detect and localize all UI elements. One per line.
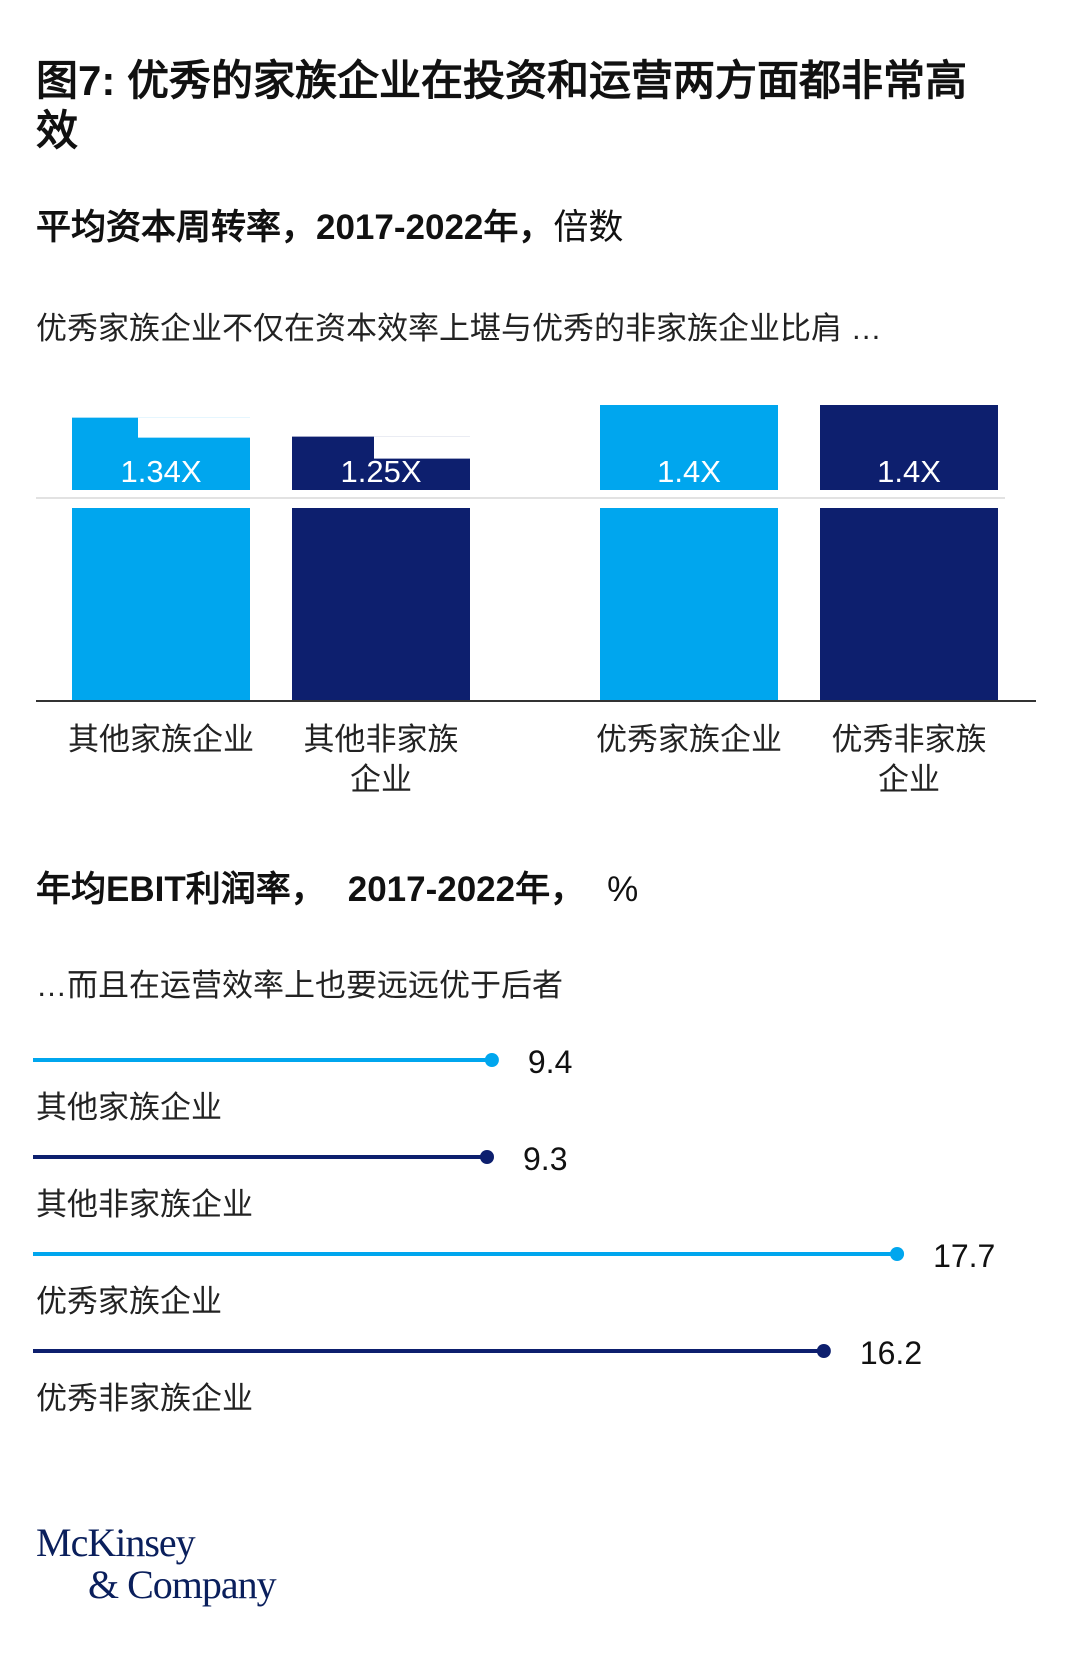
lollipop-row-4: 16.2 优秀非家族企业 <box>33 1335 922 1416</box>
bar-chart-title: 平均资本周转率，2017-2022年，倍数 <box>36 206 623 250</box>
bar-4-value-label: 1.4X <box>877 454 941 489</box>
lollipop-1-point <box>484 1053 499 1067</box>
lollipop-row-2: 9.3 其他非家族企业 <box>33 1141 567 1222</box>
bar-4-bottom-segment <box>820 508 998 700</box>
bar-1-bottom-segment <box>72 508 250 700</box>
lollipop-2-category-label: 其他非家族企业 <box>36 1187 253 1222</box>
lollipop-4-point <box>816 1344 831 1358</box>
lollipop-chart-title-text: 年均EBIT利润率， <box>36 870 326 909</box>
x-tick-label-1-line-1: 其他家族企业 <box>68 722 254 757</box>
ebit-margin-lollipop-chart: 9.4 其他家族企业 9.3 其他非家族企业 17.7 优秀家族企业 16.2 优秀非家族企业 <box>33 1044 995 1416</box>
bar-1: 1.34X <box>72 417 250 700</box>
lollipop-2-point <box>480 1150 494 1164</box>
bar-chart-subtitle: 优秀家族企业不仅在资本效率上堪与优秀的非家族企业比肩 … <box>36 311 882 346</box>
lollipop-row-3: 17.7 优秀家族企业 <box>33 1238 995 1319</box>
lollipop-4-value-label: 16.2 <box>860 1335 922 1371</box>
lollipop-chart-title: 年均EBIT利润率， 2017-2022年，% <box>36 868 638 912</box>
x-tick-label-2-line-2: 企业 <box>350 762 412 797</box>
lollipop-chart-subtitle: …而且在运营效率上也要远远优于后者 <box>36 968 563 1003</box>
bar-4: 1.4X <box>820 405 998 700</box>
logo-line-2: & Company <box>88 1562 277 1607</box>
lollipop-3-point <box>890 1247 905 1261</box>
bar-2-bottom-segment <box>292 508 470 700</box>
lollipop-chart-years: 2017-2022年， <box>347 870 586 909</box>
bar-2-notch <box>374 436 470 459</box>
bar-3-top-segment <box>600 405 778 490</box>
lollipop-chart-unit: % <box>607 870 639 909</box>
bar-4-top-segment <box>820 405 998 490</box>
x-tick-label-3-line-1: 优秀家族企业 <box>596 722 782 757</box>
x-tick-label-4-line-2: 企业 <box>878 762 940 797</box>
bar-2-value-label: 1.25X <box>340 454 421 489</box>
lollipop-2-value-label: 9.3 <box>523 1141 567 1177</box>
x-tick-label-2-line-1: 其他非家族 <box>304 722 459 757</box>
lollipop-1-category-label: 其他家族企业 <box>36 1090 222 1125</box>
bar-1-notch <box>138 417 250 438</box>
lollipop-row-1: 9.4 其他家族企业 <box>33 1044 572 1125</box>
bar-chart-unit: 倍数 <box>553 208 624 247</box>
bar-3-value-label: 1.4X <box>657 454 721 489</box>
lollipop-1-value-label: 9.4 <box>528 1044 572 1080</box>
capital-turnover-bar-chart: 1.34X 1.25X 1.4X 1.4X 其他家族企业 其他非家族企业 优秀家族企业 优秀非… <box>36 405 1036 797</box>
x-tick-label-4-line-1: 优秀非家族 <box>832 722 987 757</box>
bar-3: 1.4X <box>600 405 778 700</box>
bar-3-bottom-segment <box>600 508 778 700</box>
lollipop-3-value-label: 17.7 <box>933 1238 995 1274</box>
bar-1-value-label: 1.34X <box>120 454 201 489</box>
bar-chart-title-text: 平均资本周转率，2017-2022年， <box>36 208 554 247</box>
mckinsey-logo: McKinsey & Company <box>36 1520 277 1607</box>
page-title: 图7: 优秀的家族企业在投资和运营两方面都非常高效 <box>36 57 968 154</box>
lollipop-4-category-label: 优秀非家族企业 <box>36 1381 253 1416</box>
bar-2: 1.25X <box>292 436 470 700</box>
lollipop-3-category-label: 优秀家族企业 <box>36 1284 222 1319</box>
logo-line-1: McKinsey <box>36 1520 196 1565</box>
